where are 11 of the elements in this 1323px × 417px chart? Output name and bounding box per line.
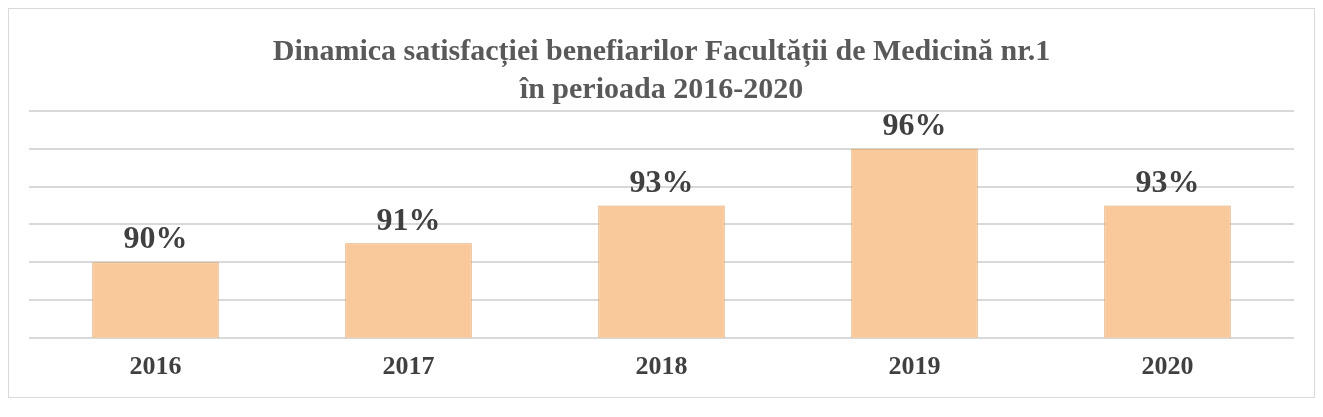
x-tick-label: 2016 [129,351,182,381]
data-label: 90% [123,219,188,256]
x-tick-label: 2019 [888,351,941,381]
data-label: 93% [1135,162,1200,199]
x-tick-label: 2020 [1141,351,1194,381]
data-label: 91% [376,200,441,237]
data-label: 93% [629,162,694,199]
data-label: 96% [882,106,947,143]
x-tick-label: 2017 [382,351,435,381]
chart-title: Dinamica satisfacției benefiarilor Facultății de Medicină nr.1 în perioada 2016-2020 [271,32,1052,106]
x-tick-label: 2018 [635,351,688,381]
